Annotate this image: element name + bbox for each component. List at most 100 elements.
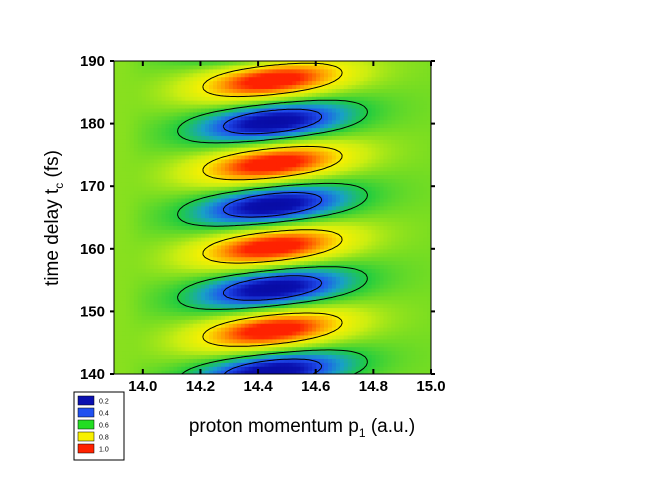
heat-cell [161, 295, 167, 301]
heat-cell [141, 248, 147, 254]
heat-cell [193, 295, 198, 301]
heat-cell [189, 72, 194, 78]
heat-cell [137, 84, 143, 89]
heat-cell [125, 107, 131, 113]
heat-cell [201, 143, 206, 148]
heat-cell [165, 366, 171, 371]
heat-cell [296, 104, 301, 109]
heat-cell [220, 205, 226, 211]
heat-cell [189, 178, 194, 183]
heat-cell [137, 104, 143, 109]
heat-cell [129, 370, 135, 374]
heat-cell [339, 327, 345, 332]
heat-cell [308, 334, 313, 340]
heat-cell [355, 209, 361, 215]
heat-cell [324, 162, 329, 168]
heat-cell [114, 264, 119, 269]
heat-cell [161, 64, 167, 70]
heat-cell [308, 319, 313, 324]
heat-cell [181, 319, 186, 324]
heat-cell [125, 221, 131, 226]
heat-cell [248, 252, 254, 258]
heat-cell [347, 194, 353, 199]
heat-cell [205, 123, 210, 129]
heat-cell [248, 84, 254, 89]
heat-cell [201, 303, 206, 309]
heat-cell [114, 315, 119, 320]
heat-cell [296, 158, 301, 164]
heat-cell [145, 115, 151, 121]
heat-cell [256, 174, 262, 179]
heat-cell [308, 76, 313, 82]
heat-cell [173, 240, 178, 246]
heat-cell [304, 346, 309, 352]
heat-cell [141, 135, 147, 140]
heat-cell [153, 362, 159, 367]
heat-cell [193, 154, 198, 160]
heat-cell [133, 327, 139, 332]
heat-cell [296, 358, 301, 363]
heat-cell [197, 201, 202, 207]
heat-cell [292, 319, 297, 324]
heat-cell [256, 307, 262, 312]
heat-cell [197, 366, 202, 371]
heat-cell [141, 311, 147, 316]
heat-cell [335, 92, 341, 97]
heat-cell [316, 256, 321, 262]
heat-cell [121, 354, 127, 359]
heat-cell [114, 123, 119, 129]
heat-cell [232, 276, 238, 281]
heat-cell [268, 139, 274, 144]
heat-cell [248, 323, 254, 328]
heat-cell [161, 256, 167, 262]
heat-cell [335, 272, 341, 277]
heat-cell [145, 217, 151, 223]
heat-cell [339, 150, 345, 156]
heat-cell [114, 370, 119, 374]
heat-cell [308, 201, 313, 207]
heat-cell [145, 213, 151, 219]
heat-cell [177, 127, 182, 133]
heat-cell [327, 115, 333, 121]
heat-cell [324, 240, 329, 246]
heat-cell [232, 76, 238, 82]
heat-cell [236, 354, 242, 359]
heat-cell [157, 174, 163, 179]
heat-cell [355, 276, 361, 281]
heat-cell [324, 358, 329, 363]
heat-cell [173, 84, 178, 89]
heat-cell [284, 358, 289, 363]
heat-cell [129, 252, 135, 258]
heat-cell [197, 115, 202, 121]
heat-cell [292, 178, 297, 183]
heat-cell [205, 362, 210, 367]
heat-cell [129, 237, 135, 242]
heat-cell [185, 280, 190, 285]
heat-cell [197, 170, 202, 176]
heat-cell [236, 342, 242, 348]
heat-cell [244, 158, 250, 164]
heat-cell [205, 64, 210, 70]
heat-cell [347, 139, 353, 144]
heat-cell [276, 252, 282, 258]
heat-cell [117, 194, 123, 199]
heat-cell [181, 88, 186, 93]
heat-cell [145, 221, 151, 226]
heat-cell [355, 154, 361, 160]
heat-cell [177, 80, 182, 86]
heat-cell [197, 147, 202, 152]
heat-cell [121, 194, 127, 199]
heat-cell [181, 194, 186, 199]
heat-cell [185, 80, 190, 86]
heat-cell [177, 213, 182, 219]
heat-cell [236, 194, 242, 199]
heat-cell [205, 295, 210, 301]
heat-cell [240, 213, 246, 219]
heat-cell [264, 244, 270, 250]
heat-cell [252, 366, 258, 371]
heat-cell [193, 334, 198, 340]
heat-cell [236, 346, 242, 352]
heat-cell [316, 358, 321, 363]
heat-cell [213, 119, 218, 125]
